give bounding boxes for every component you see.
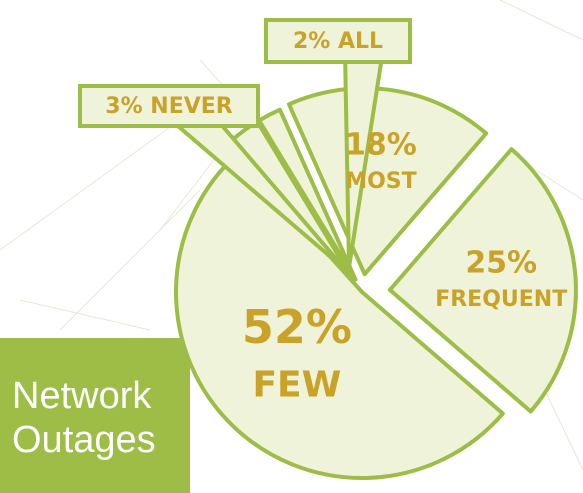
value-label: 3% [105,94,142,119]
title-box: Network Outages [0,338,190,493]
callout-box [264,18,412,64]
value-label: 18% [345,127,417,162]
callout-label: 3% NEVER [105,94,233,119]
pie-slice [387,147,578,414]
chart-title: Network Outages [12,375,156,461]
value-label: 25% [465,245,537,280]
callout-box [78,84,260,128]
value-label: 2% [293,29,330,54]
category-label: FREQUENT [435,287,567,312]
category-label: MOST [345,169,416,194]
pie-slice [286,86,489,277]
category-label: NEVER [150,94,232,119]
callout-label: 2% ALL [293,29,383,54]
pie-slice [174,151,505,480]
category-label: FEW [252,364,341,405]
value-label: 52% [242,300,352,354]
category-label: ALL [338,29,383,54]
